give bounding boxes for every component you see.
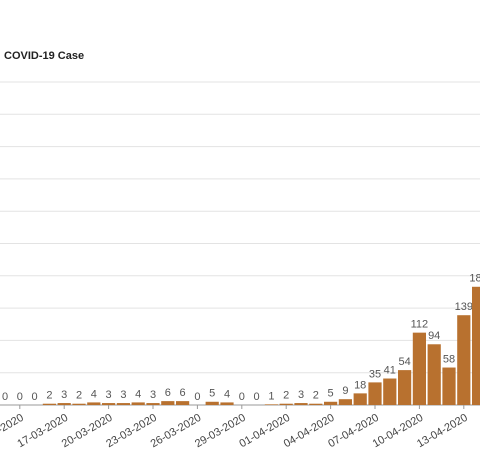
bar [398, 370, 412, 405]
data-label: 2 [46, 390, 52, 402]
bar [220, 402, 234, 405]
data-label: 1 [268, 390, 274, 402]
data-label: 0 [17, 391, 23, 403]
bar [176, 401, 190, 405]
data-label: 2 [76, 390, 82, 402]
data-label: 0 [254, 391, 260, 403]
bar [205, 401, 219, 405]
bar [279, 403, 293, 405]
bar [427, 344, 441, 405]
bar [294, 403, 308, 405]
bar [72, 403, 86, 405]
data-label: 9 [342, 385, 348, 397]
bar [457, 315, 471, 405]
data-label: 3 [298, 389, 304, 401]
data-label: 3 [150, 389, 156, 401]
bar [324, 401, 338, 405]
bar [146, 403, 160, 405]
bar [472, 286, 480, 405]
bar [309, 403, 323, 405]
data-label: 4 [135, 388, 141, 400]
data-label: 2 [313, 390, 319, 402]
data-label: 4 [224, 388, 230, 400]
data-label: 6 [180, 387, 186, 399]
data-label: 3 [61, 389, 67, 401]
bar [412, 332, 426, 405]
data-label: 0 [239, 391, 245, 403]
data-label: 94 [428, 330, 440, 342]
data-label: 18 [354, 379, 366, 391]
data-label: 3 [106, 389, 112, 401]
data-label: 5 [209, 388, 215, 400]
bar [116, 403, 130, 405]
bar [131, 402, 145, 405]
data-label: 35 [369, 368, 381, 380]
data-label: 41 [384, 364, 396, 376]
data-label: 2 [283, 390, 289, 402]
data-label: 0 [2, 391, 8, 403]
x-tick-label: 13-04-2020 [415, 412, 470, 451]
bar [42, 403, 56, 405]
bar [442, 367, 456, 405]
data-label: 0 [194, 391, 200, 403]
chart-title: COVID-19 Case [4, 50, 84, 62]
data-label: 54 [398, 356, 410, 368]
bar [87, 402, 101, 405]
bar [338, 399, 352, 405]
data-label: 6 [165, 387, 171, 399]
data-label: 0 [32, 391, 38, 403]
data-label: 183 [469, 273, 480, 285]
bar [161, 401, 175, 405]
bar [57, 403, 71, 405]
data-label: 5 [328, 388, 334, 400]
data-label: 4 [91, 388, 97, 400]
bar [264, 404, 278, 405]
data-label: 58 [443, 353, 455, 365]
bar [102, 403, 116, 405]
bar [353, 393, 367, 405]
bar [368, 382, 382, 405]
data-label: 112 [411, 319, 429, 331]
data-label: 3 [120, 389, 126, 401]
data-label: 139 [455, 301, 473, 313]
bar [383, 378, 397, 405]
